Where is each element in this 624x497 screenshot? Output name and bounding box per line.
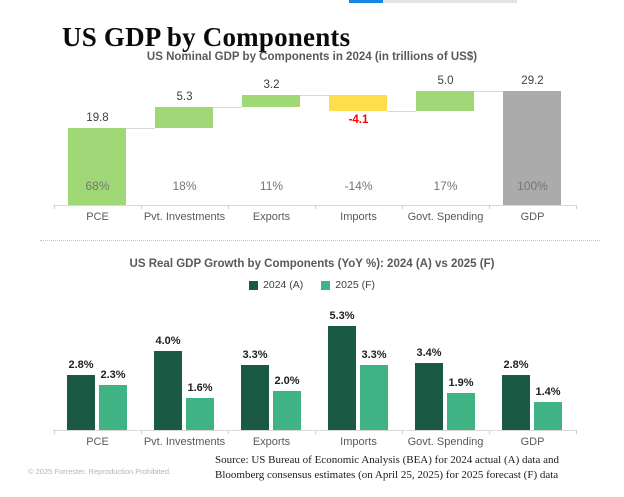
- x-axis-label: PCE: [86, 436, 109, 448]
- x-axis-tick: [140, 205, 142, 209]
- bar-value-label: 1.9%: [448, 376, 474, 389]
- bar-value-label: 2.0%: [274, 374, 300, 387]
- legend-item-2025: 2025 (F): [321, 279, 375, 291]
- grouped-bar: [415, 363, 443, 430]
- bar-share-label: 18%: [172, 179, 197, 193]
- x-axis-label: Exports: [252, 211, 291, 223]
- x-axis-label: GDP: [520, 436, 545, 448]
- bar-share-label: 11%: [259, 179, 284, 193]
- grouped-bar-chart: PCE 2.8% 2.3% Pvt. Investments 4.0% 1.6% Expor…: [0, 290, 624, 455]
- bar-share-label: 68%: [85, 179, 110, 193]
- x-axis-label: Govt. Spending: [407, 436, 484, 448]
- x-axis-tick: [227, 205, 229, 209]
- bar-value-label: 3.2: [263, 78, 280, 91]
- waterfall-chart: 19.8 68% PCE 5.3 18% Pvt. Investments 3.2 11% Ex…: [0, 0, 624, 240]
- grouped-bar: [273, 390, 301, 430]
- grouped-bar: [186, 398, 214, 430]
- x-axis-tick: [488, 205, 490, 209]
- grouped-bar: [241, 364, 269, 430]
- x-axis-tick: [53, 205, 55, 209]
- legend-swatch-2025: [321, 280, 331, 290]
- chart-legend: 2024 (A) 2025 (F): [0, 279, 624, 291]
- x-axis-tick: [53, 430, 55, 434]
- grouped-bar: [328, 325, 356, 430]
- x-axis-label: Pvt. Investments: [143, 436, 226, 448]
- bar-value-label: -4.1: [348, 113, 369, 126]
- grouped-bar: [360, 364, 388, 430]
- bar-value-label: 2.3%: [100, 368, 126, 381]
- bar-value-label: 1.4%: [535, 386, 561, 399]
- x-axis-label: GDP: [520, 211, 545, 223]
- grouped-bar: [447, 392, 475, 430]
- grouped-bar: [99, 384, 127, 430]
- bar-value-label: 3.4%: [416, 347, 442, 360]
- section-divider: [40, 240, 600, 241]
- video-progress-bar[interactable]: [349, 0, 517, 3]
- legend-swatch-2024: [249, 280, 259, 290]
- bar-value-label: 29.2: [521, 75, 544, 88]
- x-axis-label: Imports: [340, 436, 377, 448]
- source-text: Source: US Bureau of Economic Analysis (…: [215, 453, 623, 483]
- bar-share-label: -14%: [344, 179, 373, 193]
- waterfall-chart-title: US Nominal GDP by Components in 2024 (in…: [146, 51, 478, 63]
- x-axis-label: Pvt. Investments: [143, 211, 226, 223]
- bar-value-label: 5.3: [176, 91, 193, 104]
- x-axis-tick: [314, 430, 316, 434]
- bar-value-label: 5.3%: [329, 309, 355, 322]
- bar-value-label: 3.3%: [242, 348, 268, 361]
- bar-share-label: 17%: [433, 179, 458, 193]
- bar-value-label: 2.8%: [503, 358, 529, 371]
- grouped-bar: [67, 374, 95, 430]
- bar-value-label: 5.0: [437, 75, 454, 88]
- page-title: US GDP by Components: [62, 22, 351, 53]
- waterfall-bar: [68, 128, 126, 205]
- bar-value-label: 4.0%: [155, 335, 181, 348]
- waterfall-bar: [329, 94, 387, 111]
- x-axis-tick: [401, 430, 403, 434]
- bar-value-label: 3.3%: [361, 348, 387, 361]
- grouped-bar-chart-title: US Real GDP Growth by Components (YoY %)…: [129, 258, 495, 270]
- x-axis-label: Exports: [252, 436, 291, 448]
- source-line1: Source: US Bureau of Economic Analysis (…: [215, 454, 559, 466]
- x-axis-tick: [488, 430, 490, 434]
- x-axis-label: Imports: [340, 211, 377, 223]
- legend-item-2024: 2024 (A): [249, 279, 303, 291]
- waterfall-bar: [503, 91, 561, 205]
- x-axis-tick: [401, 205, 403, 209]
- grouped-bar: [502, 374, 530, 430]
- x-axis-tick: [227, 430, 229, 434]
- bar-value-label: 1.6%: [187, 382, 213, 395]
- x-axis-tick: [140, 430, 142, 434]
- x-axis-tick: [575, 205, 577, 209]
- legend-label-2025: 2025 (F): [335, 279, 375, 291]
- x-axis-label: Govt. Spending: [407, 211, 484, 223]
- bar-value-label: 2.8%: [68, 358, 94, 371]
- x-axis-tick: [575, 430, 577, 434]
- copyright-text: © 2025 Forrester. Reproduction Prohibite…: [28, 467, 172, 476]
- waterfall-connector: [387, 110, 416, 112]
- video-progress-fill: [349, 0, 383, 3]
- source-line2: Bloomberg consensus estimates (on April …: [215, 469, 559, 481]
- grouped-bar: [534, 402, 562, 430]
- grouped-bar: [154, 351, 182, 430]
- waterfall-connector: [126, 128, 155, 130]
- waterfall-connector: [474, 91, 503, 93]
- waterfall-bar: [155, 107, 213, 128]
- x-axis-tick: [314, 205, 316, 209]
- waterfall-bar: [242, 94, 300, 108]
- bar-share-label: 100%: [517, 179, 548, 193]
- waterfall-bar: [416, 91, 474, 111]
- waterfall-connector: [213, 107, 242, 109]
- legend-label-2024: 2024 (A): [263, 279, 304, 291]
- x-axis-label: PCE: [86, 211, 109, 223]
- bar-value-label: 19.8: [86, 112, 109, 125]
- waterfall-connector: [300, 94, 329, 96]
